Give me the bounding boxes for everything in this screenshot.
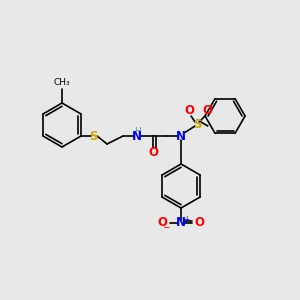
Text: O: O [202, 104, 212, 118]
Text: S: S [193, 118, 201, 130]
Text: −: − [162, 223, 170, 232]
Text: CH₃: CH₃ [54, 78, 70, 87]
Text: O: O [157, 217, 167, 230]
Text: N: N [176, 217, 186, 230]
Text: N: N [176, 130, 186, 142]
Text: H: H [134, 127, 140, 136]
Text: N: N [132, 130, 142, 142]
Text: +: + [183, 215, 189, 224]
Text: O: O [194, 217, 204, 230]
Text: O: O [184, 104, 194, 118]
Text: S: S [89, 130, 97, 142]
Text: O: O [148, 146, 158, 160]
